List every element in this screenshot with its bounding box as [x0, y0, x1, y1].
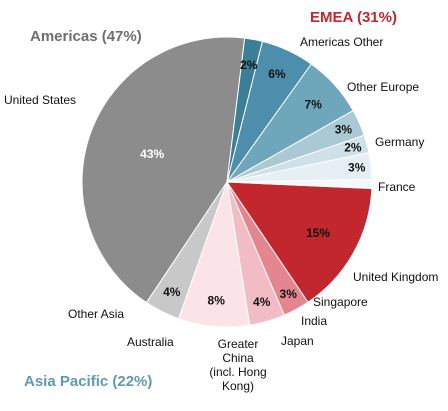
pie-label-australia: Australia [127, 335, 174, 349]
pie-label-other-europe: Other Europe [347, 80, 419, 94]
pie-percent-india: 3% [348, 161, 366, 175]
region-label-americas: Americas (47%) [30, 28, 142, 45]
pie-label-singapore: Singapore [313, 295, 368, 309]
pie-percent-other-asia: 6% [268, 67, 286, 81]
pie-percent-australia: 7% [305, 97, 323, 111]
pie-label-germany: Germany [375, 135, 424, 149]
pie-percent-germany: 4% [253, 295, 271, 309]
region-label-emea: EMEA (31%) [310, 9, 397, 26]
pie-slice-unlabeled-12 [226, 37, 263, 183]
pie-slice-united-states [81, 36, 246, 304]
pie-label-united-states: United States [4, 93, 76, 107]
pie-percent-united-kingdom: 15% [306, 226, 330, 240]
pie-percent-france: 3% [280, 287, 298, 301]
pie-slices [81, 36, 373, 328]
pie-label-americas-other: Americas Other [300, 35, 383, 49]
region-label-asia-pacific: Asia Pacific (22%) [24, 373, 152, 390]
pie-label-united-kingdom: United Kingdom [353, 270, 438, 284]
pie-label-japan: Japan [281, 334, 314, 348]
pie-percent-united-states: 43% [140, 147, 164, 161]
pie-label-greater-china-incl-hong-kong: Greater China (incl. Hong Kong) [209, 337, 266, 393]
pie-percent-other-europe: 8% [208, 293, 226, 307]
pie-label-france: France [378, 180, 416, 194]
pie-percent-americas-other: 4% [163, 285, 181, 299]
pie-category-labels: United States Americas Other Other Europe G… [4, 35, 438, 393]
pie-percent-greater-china-incl-hong-kong: 3% [335, 123, 353, 137]
pie-label-other-asia: Other Asia [68, 307, 124, 321]
pie-percent-japan: 2% [344, 141, 362, 155]
pie-slice-united-kingdom [226, 181, 373, 303]
pie-percent-unlabeled-12: 2% [240, 58, 258, 72]
region-labels: Americas (47%) EMEA (31%) Asia Pacific (22… [24, 9, 397, 390]
pie-percent-labels: 43% 4% 8% 4% 3% 15% 3% 2% 3% 7% 6% 2% [140, 58, 366, 309]
pie-label-india: India [301, 314, 327, 328]
